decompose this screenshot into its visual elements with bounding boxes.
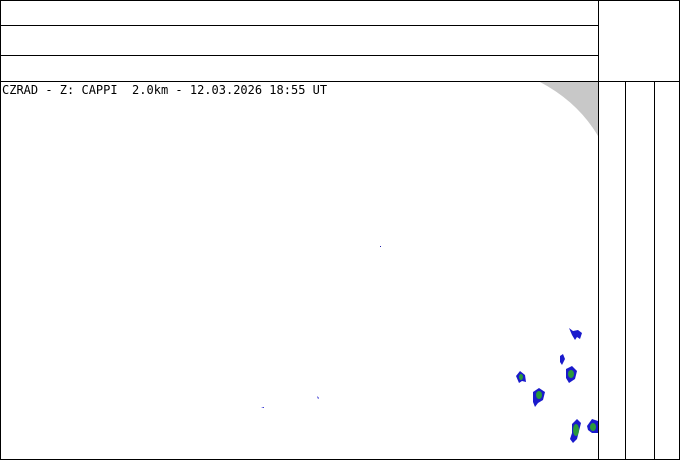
echo (261, 407, 264, 408)
radar-caption: CZRAD - Z: CAPPI 2.0km - 12.03.2026 18:5… (2, 83, 327, 97)
out-of-range-area (540, 82, 598, 136)
echo (568, 370, 574, 378)
echo (573, 424, 579, 436)
echo (536, 391, 542, 399)
echo (317, 396, 319, 399)
echo (569, 328, 582, 340)
echo (380, 246, 381, 247)
echoes (261, 246, 598, 443)
echo (519, 374, 523, 380)
echo (590, 423, 596, 431)
echo (560, 354, 565, 365)
